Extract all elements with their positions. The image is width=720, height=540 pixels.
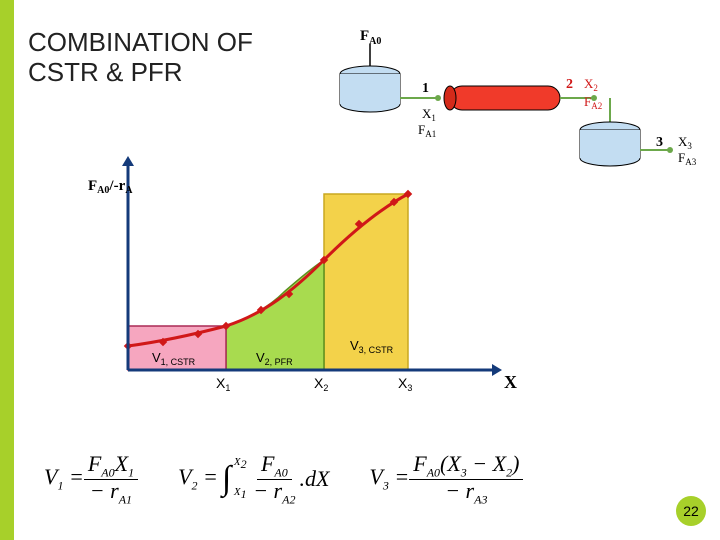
reactor-1-outf: FA1 [418,122,436,139]
formula-v2: V2 = ∫ X2 X1 FA0 − rA2 .dX [178,453,329,505]
y-axis-label: FA0/-rA [88,178,133,196]
pipe-node-icon [667,147,673,153]
reactor-3-outf: FA3 [678,150,697,167]
xtick-2: X2 [314,375,328,393]
slide-title: COMBINATION OF CSTR & PFR [28,28,253,88]
levenspiel-chart: FA0/-rA X V1, CSTR V2, PFR V3, CSTR X1 X… [88,150,518,410]
reactor-2-num: 2 [566,77,573,92]
reactor-2-pfr: 2 [444,77,573,110]
xtick-3: X3 [398,375,412,393]
formula-v1: V1 = FA0X1 − rA1 [44,453,138,505]
x-axis-arrowhead-icon [492,364,502,376]
xtick-1: X1 [216,375,230,393]
left-accent-bar [0,0,14,540]
formula-v3: V3 = FA0(X3 − X2) − rA3 [369,453,523,505]
x-axis-label: X [504,372,517,392]
page-number: 22 [683,503,699,519]
reactor-1-outx: X1 [422,106,436,123]
page-number-badge: 22 [676,496,706,526]
pipe-node-icon [435,95,441,101]
title-text: COMBINATION OF CSTR & PFR [28,27,253,87]
reactor-3-cstr: 3 [580,122,663,166]
region-v2-pfr [226,260,324,370]
reactor-2-outx: X2 [584,76,598,93]
reactor-1-num: 1 [422,81,429,96]
y-axis-arrowhead-icon [122,156,134,166]
reactor-3-num: 3 [656,135,663,150]
reactor-1-cstr: 1 [340,66,429,112]
formula-row: V1 = FA0X1 − rA1 V2 = ∫ X2 X1 FA0 − rA2 … [44,440,684,518]
reactor-3-outx: X3 [678,134,692,151]
